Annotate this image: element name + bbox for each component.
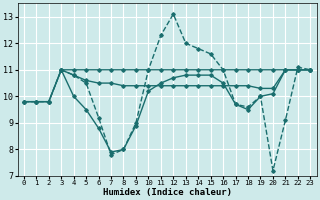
X-axis label: Humidex (Indice chaleur): Humidex (Indice chaleur) <box>103 188 232 197</box>
